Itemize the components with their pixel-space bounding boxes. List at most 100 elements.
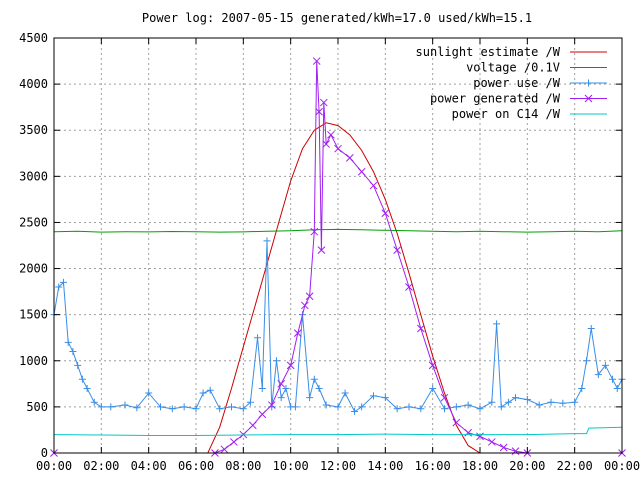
data-point [416, 324, 425, 333]
series-line [53, 228, 623, 233]
data-point [216, 405, 224, 413]
legend-label: sunlight estimate /W [416, 45, 561, 59]
data-point [192, 405, 200, 413]
legend-marker [584, 94, 593, 103]
series-1 [54, 122, 622, 454]
data-point [59, 278, 67, 286]
data-point [464, 401, 472, 409]
data-point [90, 398, 98, 406]
data-point [301, 301, 309, 310]
data-point [405, 283, 413, 291]
x-tick-label: 04:00 [131, 459, 167, 473]
data-point [417, 405, 425, 413]
data-point [319, 98, 328, 107]
y-tick-label: 2500 [19, 215, 48, 229]
data-point [277, 379, 286, 388]
data-point [587, 325, 595, 332]
data-point [322, 401, 330, 409]
data-point [601, 361, 609, 369]
legend-label: power use /W [473, 76, 560, 90]
x-tick-label: 08:00 [225, 459, 261, 473]
y-tick-label: 4000 [19, 77, 48, 91]
data-point [74, 361, 82, 369]
y-tick-labels: 0 500 1000 1500 2000 2500 3000 3500 4000 4500 [19, 31, 48, 460]
data-point [317, 246, 326, 254]
data-point [312, 57, 321, 65]
data-point [327, 130, 335, 139]
data-point [258, 410, 267, 419]
data-point [504, 398, 512, 406]
data-point [578, 384, 586, 392]
data-point [258, 384, 266, 392]
series-2 [53, 228, 623, 233]
data-point [487, 438, 496, 446]
data-point [334, 403, 342, 411]
data-point [248, 421, 257, 430]
data-point [64, 338, 72, 346]
y-tick-label: 0 [41, 446, 48, 460]
data-point [440, 393, 449, 402]
legend-label: power on C14 /W [452, 107, 561, 121]
x-tick-label: 00:00 [36, 459, 72, 473]
data-point [286, 361, 295, 370]
data-point [370, 392, 377, 400]
data-point [512, 394, 519, 402]
data-point [497, 403, 505, 411]
y-tick-label: 500 [26, 400, 48, 414]
data-point [429, 384, 437, 392]
data-point [393, 405, 401, 413]
data-point [267, 401, 276, 409]
data-point [157, 403, 164, 411]
data-point [428, 361, 437, 370]
data-point [315, 107, 323, 116]
data-point [145, 389, 153, 397]
data-point [97, 403, 105, 411]
series-group [50, 57, 626, 457]
data-point [493, 320, 501, 328]
data-point [293, 329, 302, 337]
x-tick-label: 12:00 [320, 459, 356, 473]
grid-lines [54, 38, 622, 453]
legend-label: power generated /W [430, 92, 561, 106]
data-point [291, 403, 299, 411]
y-tick-label: 3500 [19, 123, 48, 137]
data-point [452, 418, 461, 427]
data-point [78, 375, 86, 383]
legend-label: voltage /0.1V [466, 61, 560, 75]
y-tick-label: 2000 [19, 262, 48, 276]
tick-marks [53, 37, 623, 454]
data-point [547, 398, 555, 406]
data-point [405, 403, 413, 411]
data-point [571, 398, 579, 406]
x-tick-label: 22:00 [557, 459, 593, 473]
y-tick-label: 1000 [19, 354, 48, 368]
data-point [334, 144, 342, 153]
data-point [381, 394, 389, 402]
data-point [206, 386, 214, 394]
data-point [263, 237, 271, 245]
data-point [254, 334, 262, 342]
data-point [358, 403, 366, 411]
x-tick-label: 02:00 [83, 459, 119, 473]
data-point [476, 405, 484, 413]
data-point [613, 384, 621, 392]
y-tick-label: 4500 [19, 31, 48, 45]
data-point [357, 167, 366, 176]
data-point [133, 404, 141, 412]
data-point [305, 292, 314, 301]
data-point [199, 389, 207, 397]
data-point [464, 428, 473, 437]
data-point [535, 401, 543, 409]
data-point [393, 246, 402, 254]
x-tick-labels: 00:00 02:00 04:00 06:00 08:00 10:00 12:00 14:00… [36, 459, 640, 473]
data-point [345, 154, 354, 162]
data-point [69, 348, 77, 356]
data-point [310, 375, 318, 383]
x-tick-label: 00:00 [604, 459, 640, 473]
data-point [306, 394, 314, 402]
x-tick-label: 18:00 [462, 459, 498, 473]
data-point [55, 283, 63, 291]
data-point [441, 405, 448, 413]
data-point [168, 405, 176, 413]
